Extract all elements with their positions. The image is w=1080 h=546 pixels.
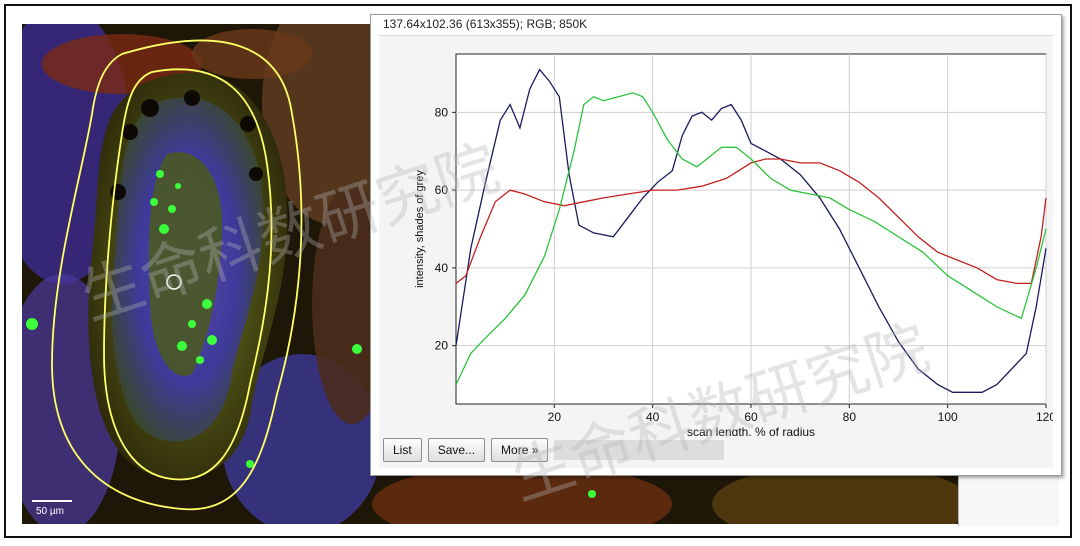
more-button[interactable]: More » xyxy=(491,438,549,462)
window-title: 137.64x102.36 (613x355); RGB; 850K xyxy=(383,17,588,31)
x-tick-label: 100 xyxy=(938,410,958,424)
series-line-3 xyxy=(455,92,1047,385)
button-row: List Save... More » xyxy=(383,437,725,463)
x-tick-label: 80 xyxy=(843,410,857,424)
x-tick-label: 60 xyxy=(744,410,758,424)
save-button[interactable]: Save... xyxy=(427,438,486,462)
profile-chart: 20 40 60 80 100 120 20 40 60 80 scan length, % of … xyxy=(414,53,1056,439)
scale-bar xyxy=(32,500,72,502)
plot-profile-window[interactable]: 137.64x102.36 (613x355); RGB; 850K 20 40 6… xyxy=(370,14,1062,476)
x-tick-label: 20 xyxy=(548,410,562,424)
y-tick-label: 40 xyxy=(435,261,449,275)
series-line-2 xyxy=(455,158,1047,285)
y-tick-label: 60 xyxy=(435,183,449,197)
y-axis-label: intensity, shades of grey xyxy=(414,170,426,288)
list-button[interactable]: List xyxy=(383,438,422,462)
scale-bar-label: 50 µm xyxy=(36,506,64,517)
plot-panel: 20 40 60 80 100 120 20 40 60 80 scan length, % of … xyxy=(379,35,1056,468)
status-bar xyxy=(554,440,725,460)
figure-frame xyxy=(4,4,1072,538)
x-tick-label: 40 xyxy=(646,410,660,424)
x-axis-label: scan length, % of radius xyxy=(687,425,815,436)
background-window xyxy=(958,470,1059,526)
y-tick-label: 80 xyxy=(435,105,449,119)
series-line-1 xyxy=(455,68,1047,393)
x-tick-label: 120 xyxy=(1036,410,1053,424)
y-tick-label: 20 xyxy=(435,339,449,353)
